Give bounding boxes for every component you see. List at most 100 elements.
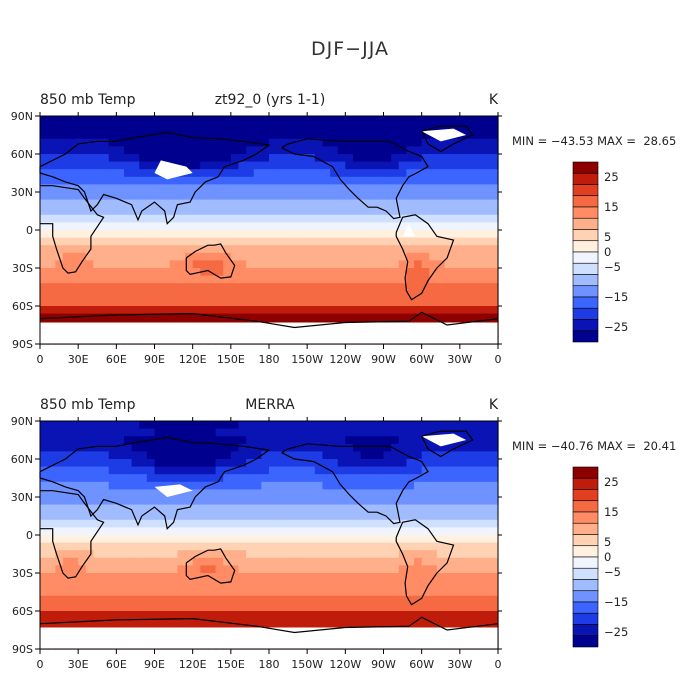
heatmap-cell xyxy=(215,146,224,155)
heatmap-cell xyxy=(108,466,117,475)
heatmap-cell xyxy=(375,252,385,261)
heatmap-cell xyxy=(78,131,87,140)
heatmap-cell xyxy=(414,611,423,620)
heatmap-cell xyxy=(78,573,87,582)
colorbar-swatch xyxy=(572,285,599,298)
heatmap-cell xyxy=(108,557,117,566)
heatmap-cell xyxy=(261,550,270,559)
heatmap-cell xyxy=(154,237,163,246)
heatmap-cell xyxy=(360,512,369,521)
heatmap-cell xyxy=(383,131,392,140)
heatmap-cell xyxy=(101,497,110,506)
heatmap-cell xyxy=(406,527,415,536)
colorbar-label: −25 xyxy=(604,625,628,639)
heatmap-cell xyxy=(238,595,247,604)
heatmap-cell xyxy=(391,260,400,269)
heatmap-cell xyxy=(421,428,430,437)
heatmap-cell xyxy=(330,489,339,498)
heatmap-cell xyxy=(146,214,156,223)
x-tick-label: 120E xyxy=(179,353,207,366)
heatmap-cell xyxy=(276,245,285,254)
heatmap-cell xyxy=(230,497,240,506)
heatmap-cell xyxy=(322,154,331,163)
heatmap-cell xyxy=(398,489,407,498)
heatmap-cell xyxy=(314,588,324,597)
heatmap-cell xyxy=(276,595,285,604)
heatmap-cell xyxy=(269,542,278,551)
heatmap-cell xyxy=(47,580,56,589)
heatmap-cell xyxy=(276,275,285,284)
heatmap-cell xyxy=(291,565,301,574)
heatmap-cell xyxy=(162,222,171,231)
heatmap-cell xyxy=(421,489,430,498)
heatmap-cell xyxy=(139,313,148,322)
heatmap-cell xyxy=(55,146,64,155)
heatmap-cell xyxy=(192,497,201,506)
heatmap-cell xyxy=(207,169,217,178)
heatmap-cell xyxy=(436,230,446,239)
heatmap-cell xyxy=(192,154,201,163)
heatmap-cell xyxy=(253,131,262,140)
heatmap-cell xyxy=(47,275,56,284)
heatmap-cell xyxy=(269,290,278,299)
heatmap-cell xyxy=(169,421,178,430)
missing-data-mask xyxy=(154,160,193,180)
heatmap-cell xyxy=(429,161,438,170)
heatmap-cell xyxy=(185,459,194,468)
heatmap-cell xyxy=(192,595,201,604)
heatmap-cell xyxy=(330,504,339,513)
heatmap-cell xyxy=(40,535,49,544)
heatmap-cell xyxy=(337,504,346,513)
heatmap-cell xyxy=(307,611,316,620)
heatmap-cell xyxy=(154,184,163,193)
heatmap-cell xyxy=(230,245,240,254)
heatmap-cell xyxy=(307,161,316,170)
heatmap-cell xyxy=(131,489,140,498)
heatmap-cell xyxy=(360,588,369,597)
heatmap-cell xyxy=(414,192,423,201)
heatmap-cell xyxy=(93,169,102,178)
heatmap-cell xyxy=(139,565,148,574)
heatmap-cell xyxy=(436,573,446,582)
heatmap-cell xyxy=(62,436,72,445)
coastline xyxy=(185,548,236,584)
heatmap-cell xyxy=(238,131,247,140)
heatmap-cell xyxy=(444,306,453,315)
heatmap-cell xyxy=(101,154,110,163)
heatmap-cell xyxy=(131,184,140,193)
heatmap-cell xyxy=(375,161,385,170)
heatmap-cell xyxy=(47,146,56,155)
heatmap-cell xyxy=(116,283,125,292)
heatmap-cell xyxy=(429,512,438,521)
heatmap-cell xyxy=(146,207,156,216)
heatmap-cell xyxy=(123,527,133,536)
coastline xyxy=(395,214,455,301)
heatmap-cell xyxy=(475,138,484,147)
heatmap-cell xyxy=(40,245,49,254)
heatmap-cell xyxy=(276,497,285,506)
heatmap-cell xyxy=(429,237,438,246)
heatmap-cell xyxy=(375,519,385,528)
heatmap-cell xyxy=(337,466,346,475)
heatmap-cell xyxy=(93,283,102,292)
heatmap-cell xyxy=(406,146,415,155)
heatmap-cell xyxy=(459,466,469,475)
heatmap-cell xyxy=(490,184,499,193)
heatmap-cell xyxy=(185,313,194,322)
heatmap-cell xyxy=(452,252,461,261)
heatmap-cell xyxy=(467,618,476,627)
heatmap-cell xyxy=(55,222,64,231)
heatmap-cell xyxy=(93,421,102,430)
unit-label: K xyxy=(489,92,499,108)
heatmap-cell xyxy=(55,580,64,589)
heatmap-cell xyxy=(139,618,148,627)
heatmap-cell xyxy=(47,497,56,506)
heatmap-cell xyxy=(131,603,140,612)
heatmap-cell xyxy=(452,580,461,589)
heatmap-cell xyxy=(459,421,469,430)
heatmap-cell xyxy=(154,283,163,292)
heatmap-cell xyxy=(490,466,499,475)
heatmap-cell xyxy=(360,252,369,261)
heatmap-cell xyxy=(123,557,133,566)
heatmap-cell xyxy=(391,298,400,307)
